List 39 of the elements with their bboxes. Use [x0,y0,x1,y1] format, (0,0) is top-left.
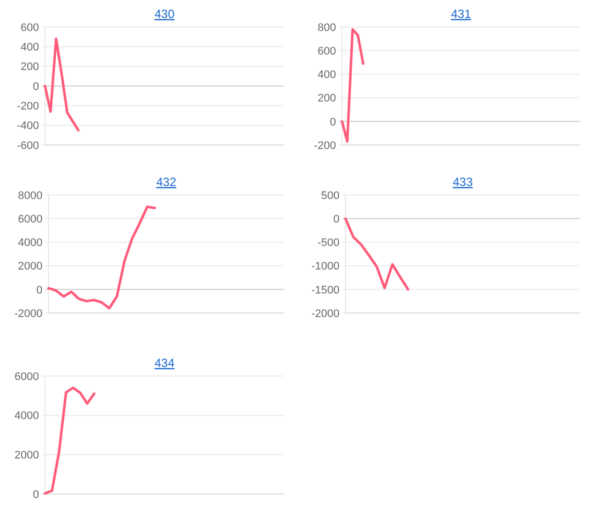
y-tick-label: -1000 [311,260,340,273]
y-tick-label: -2000 [311,308,340,320]
y-tick-label: 200 [20,61,39,74]
line-series [47,206,156,310]
y-tick-label: 2000 [18,260,42,273]
y-tick-label: 0 [32,80,39,93]
y-tick-label: -200 [314,140,336,152]
y-tick-label: 600 [20,22,39,34]
line-series [44,386,96,495]
y-tick-label: -500 [317,237,340,250]
y-tick-label: 400 [20,42,39,54]
y-tick-label: 0 [36,284,42,296]
y-tick-label: 800 [318,22,336,34]
line-series [340,28,364,143]
y-tick-label: 0 [330,116,336,128]
y-tick-label: -600 [16,140,39,152]
y-tick-label: -200 [16,100,39,113]
y-tick-label: 2000 [14,450,39,462]
y-tick-label: 0 [32,488,39,501]
chart-title: 432 [156,175,177,189]
chart-title: 434 [154,356,175,370]
y-tick-label: 6000 [18,213,42,226]
y-tick-label: 200 [318,92,336,105]
line-series [44,38,80,132]
y-tick-label: 400 [318,69,336,82]
y-tick-label: 8000 [18,190,42,202]
y-tick-label: -1500 [311,284,340,296]
y-tick-label: 4000 [18,237,42,250]
y-tick-label: -400 [16,120,39,132]
line-series [344,217,410,291]
y-tick-label: -2000 [14,308,42,320]
y-tick-label: 0 [333,213,340,226]
y-tick-label: 6000 [14,370,39,383]
y-tick-label: 500 [321,190,340,202]
chart-title: 433 [452,175,474,189]
chart-title: 431 [450,7,472,21]
y-tick-label: 600 [318,45,336,58]
chart-title: 430 [154,7,175,21]
y-tick-label: 4000 [14,410,39,422]
